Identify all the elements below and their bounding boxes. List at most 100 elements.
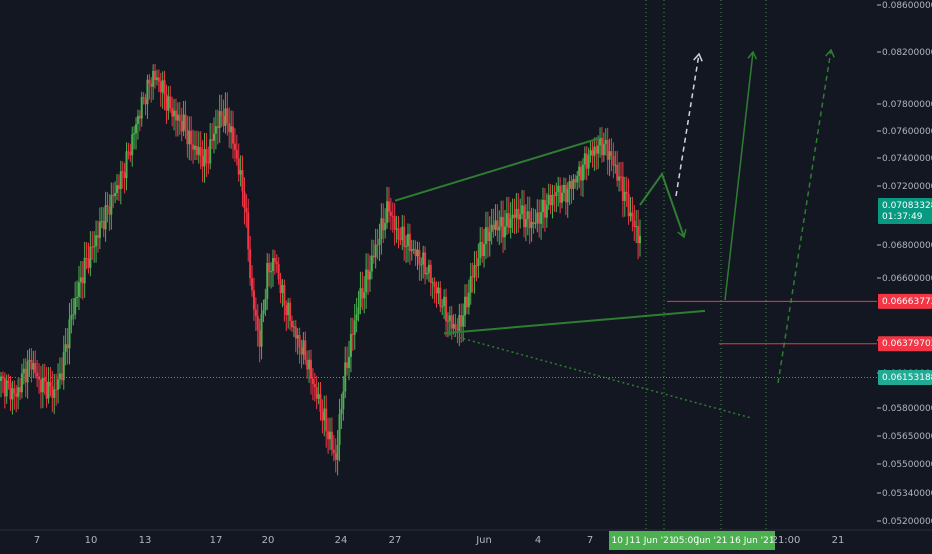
candle-body <box>631 212 634 221</box>
candle-body <box>199 146 202 157</box>
y-axis[interactable]: 0.08600000 0.08200000 0.07800000 0.07600000… <box>877 0 932 550</box>
y-tick-label: 0.05340000 <box>882 489 932 499</box>
candle-body <box>471 276 474 278</box>
candle-body <box>135 124 138 134</box>
candle-body <box>549 194 552 206</box>
candle-body <box>178 114 181 122</box>
candle-body <box>616 164 619 181</box>
candle-body <box>171 107 174 117</box>
candle-body <box>509 218 512 228</box>
x-axis[interactable]: 7 10 13 17 20 24 27 Jun 4 7 10 J 11 Jun '2105:00Jun… <box>0 529 932 550</box>
y-tick-label: 0.05650000 <box>882 432 932 442</box>
candle-body <box>370 255 373 272</box>
wedge-upper-line <box>394 137 601 202</box>
candle-body <box>429 264 432 283</box>
candle-body <box>344 362 347 392</box>
candle-body <box>302 340 305 355</box>
candle-body <box>460 315 463 327</box>
levels-layer <box>0 300 877 378</box>
candle-body <box>340 409 343 415</box>
candle-body <box>454 324 457 330</box>
current-price-badge-text: 0.07083328 <box>882 201 932 211</box>
candle-body <box>36 372 39 377</box>
candle-body <box>595 146 598 154</box>
candle-body <box>435 286 438 294</box>
candle-body <box>553 195 556 197</box>
candle-body <box>412 249 415 251</box>
candle-body <box>287 302 290 316</box>
candle-body <box>41 377 44 393</box>
candle-body <box>367 269 370 280</box>
candle-body <box>159 81 162 93</box>
candle-body <box>245 208 248 213</box>
projection-arrow-dashed-white <box>675 53 700 197</box>
candle-body <box>102 221 105 230</box>
candle-body <box>351 333 354 335</box>
candle-body <box>152 70 155 87</box>
candle-body <box>15 393 18 397</box>
x-tick-label: 11 Jun '21 <box>629 536 674 546</box>
candle-body <box>114 192 117 197</box>
candle-body <box>201 156 204 167</box>
current-price-badge[interactable] <box>878 198 932 224</box>
candle-body <box>222 115 225 126</box>
candle-body <box>602 143 605 156</box>
candle-body <box>566 188 569 203</box>
candle-body <box>9 382 12 400</box>
candle-body <box>93 246 96 248</box>
candle-body <box>169 96 172 108</box>
candle-body <box>110 194 113 215</box>
candle-body <box>426 272 428 275</box>
candle-body <box>475 265 478 267</box>
candle-body <box>462 315 465 327</box>
candle-body <box>214 126 217 134</box>
candle-body <box>465 296 468 308</box>
candle-body <box>629 212 632 217</box>
candle-body <box>433 282 436 287</box>
x-tick-label: 24 <box>335 535 348 546</box>
candle-body <box>372 255 375 258</box>
y-tick-label: 0.05800000 <box>882 404 932 414</box>
candle-body <box>619 176 622 178</box>
x-tick-label: 27 <box>389 535 402 546</box>
candle-body <box>389 211 392 216</box>
candle-body <box>72 314 75 316</box>
candle-body <box>368 271 371 280</box>
candle-body <box>363 292 366 299</box>
candle-body <box>24 368 27 383</box>
candle-body <box>329 431 332 440</box>
crosshair-price-badge[interactable] <box>878 369 932 385</box>
candle-body <box>186 129 189 145</box>
candle-body <box>193 145 196 150</box>
y-tick-label: 0.07200000 <box>882 182 932 192</box>
candle-body <box>530 222 533 229</box>
candle-body <box>323 408 326 421</box>
support-price-badge[interactable] <box>878 336 932 352</box>
current-price-badge-text: 01:37:49 <box>882 212 923 222</box>
candle-body <box>319 394 322 412</box>
candle-body <box>484 227 487 245</box>
candle-body <box>507 213 510 228</box>
candle-body <box>597 145 600 154</box>
candle-body <box>133 133 136 135</box>
candle-body <box>270 271 273 273</box>
projection-arrow-green-up <box>724 51 754 301</box>
x-tick-label: 13 <box>139 535 152 546</box>
candle-body <box>79 277 82 283</box>
drawings-layer <box>394 0 835 530</box>
candle-body <box>211 139 214 141</box>
candle-body <box>123 172 126 179</box>
candle-body <box>235 150 238 159</box>
candle-body <box>294 326 297 339</box>
candle-body <box>174 110 177 121</box>
candle-body <box>129 151 132 156</box>
candle-body <box>386 201 389 223</box>
candle-body <box>292 326 295 328</box>
candle-body <box>165 94 168 111</box>
x-range-highlight[interactable] <box>609 531 775 550</box>
candle-body <box>513 214 516 218</box>
candle-body <box>382 218 385 231</box>
resistance-price-badge[interactable] <box>878 293 932 309</box>
